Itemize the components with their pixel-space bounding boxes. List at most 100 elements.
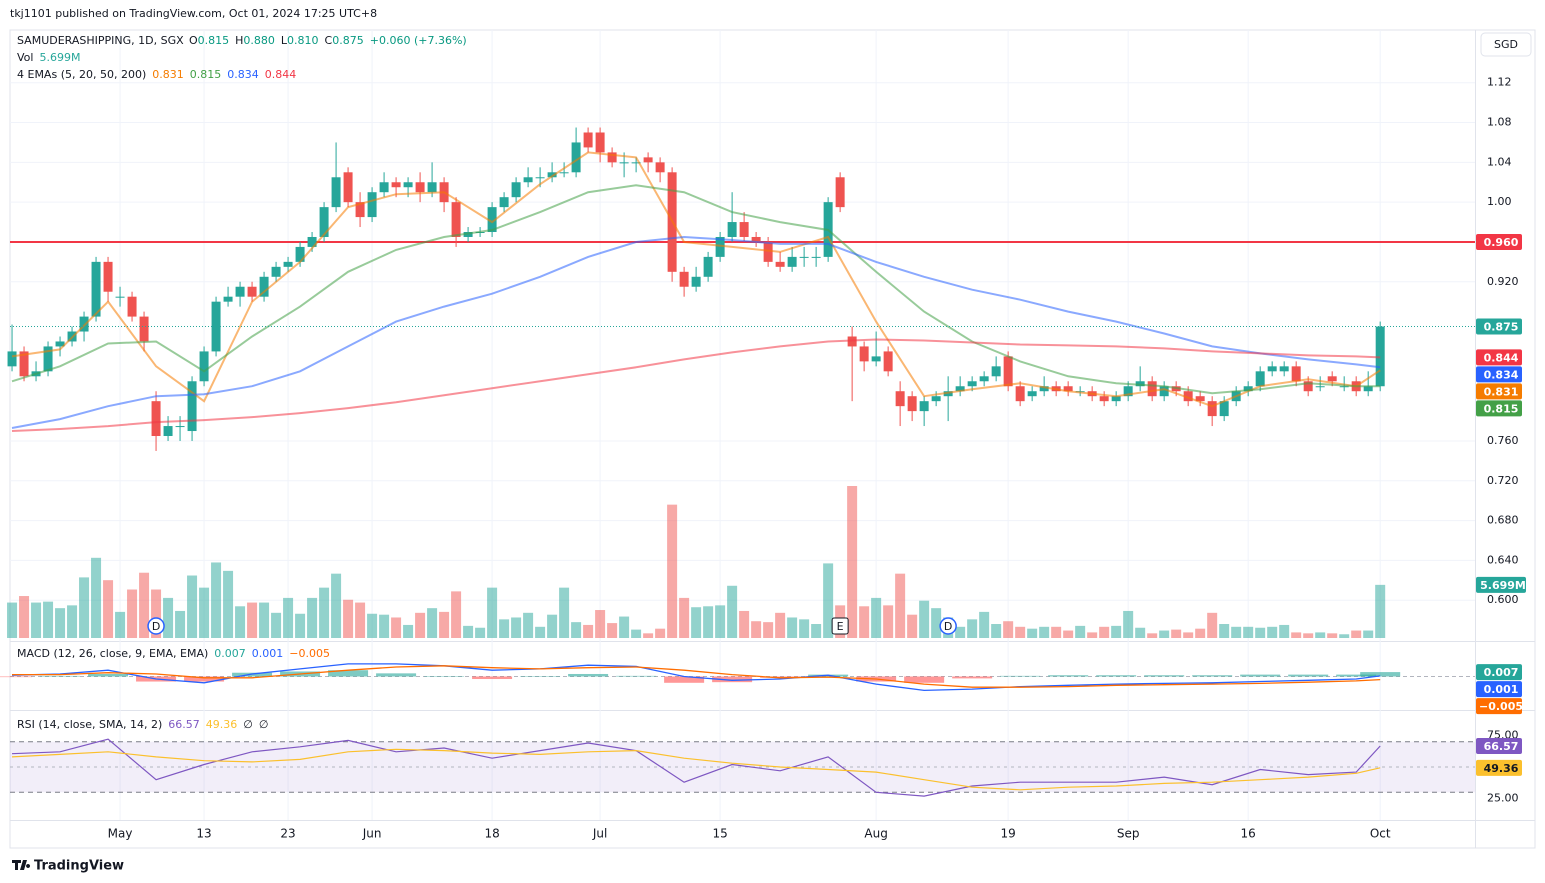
ema-line (11, 151, 1381, 408)
candle-body (379, 182, 389, 193)
candle-body (691, 276, 701, 287)
price-badge-label: 0.001 (1484, 683, 1519, 696)
legend-key: Vol (17, 51, 33, 64)
volume-bar (967, 619, 978, 638)
candle-body (955, 386, 965, 392)
volume-bar (979, 611, 990, 638)
volume-bar (343, 599, 354, 638)
publisher: tkj1101 published on TradingView.com, Oc… (10, 7, 377, 20)
volume-bar (631, 629, 642, 638)
candle-body (655, 162, 665, 173)
candle-body (367, 192, 377, 218)
currency-button[interactable] (1480, 32, 1532, 57)
candle-body (1363, 386, 1373, 392)
volume-bar (523, 612, 534, 638)
volume-bar (1375, 584, 1386, 638)
volume-bar (475, 627, 486, 638)
volume-bar (391, 617, 402, 638)
legend-value: 0.815 (190, 68, 222, 81)
y-tick-label: 1.00 (1487, 195, 1512, 208)
price-badge (1476, 349, 1522, 366)
volume-bar (883, 605, 894, 638)
currency[interactable]: SGD (1494, 38, 1518, 51)
volume-bar (199, 587, 210, 638)
legend-extra: ∅ (243, 718, 253, 731)
volume-bar (691, 607, 702, 638)
candle-body (511, 182, 521, 198)
volume-bar (7, 602, 18, 638)
price-badge-label: 0.834 (1484, 368, 1519, 381)
price-badge (1476, 698, 1522, 715)
candle-body (43, 346, 53, 372)
candle-body (427, 182, 437, 193)
x-tick-label: Sep (1117, 827, 1140, 841)
macd-histogram-bar (424, 676, 465, 677)
candle-body (835, 177, 845, 208)
volume-bar (499, 619, 510, 638)
volume-bar (811, 624, 822, 638)
volume-bar (1363, 630, 1374, 638)
candle-body (1003, 356, 1013, 387)
price-badge-label: 0.844 (1484, 351, 1519, 364)
candle-body (163, 426, 173, 437)
rsi-line (11, 748, 1381, 791)
volume-bar (1039, 626, 1050, 638)
candle-body (751, 236, 761, 242)
volume-bar (331, 573, 342, 638)
candle-body (1063, 386, 1073, 392)
macd-histogram-bar (40, 675, 81, 677)
volume-bar (1267, 626, 1278, 638)
candle-body (607, 152, 617, 163)
x-tick-label: Aug (864, 827, 887, 841)
candle-body (127, 296, 137, 317)
legend-value: 66.57 (168, 718, 200, 731)
candle-body (571, 142, 581, 173)
volume-bar (187, 575, 198, 638)
legend-value: 5.699M (39, 51, 80, 64)
candle-body (919, 401, 929, 412)
candle-body (1291, 366, 1301, 382)
candle-body (727, 222, 737, 237)
price-badge-label: 0.960 (1484, 236, 1519, 249)
macd-histogram-bar (1336, 674, 1377, 677)
y-tick-label: 25.00 (1487, 792, 1519, 805)
volume-bar (679, 597, 690, 638)
volume-bar (1051, 626, 1062, 638)
candle-body (895, 391, 905, 407)
price-badge (1476, 400, 1522, 417)
macd-histogram-bar (184, 676, 225, 682)
candle-body (1147, 381, 1157, 397)
candle-body (1195, 396, 1205, 402)
volume-bar (115, 611, 126, 638)
volume-bar (355, 602, 366, 638)
volume-bar (511, 617, 522, 638)
legend-extra: ∅ (259, 718, 269, 731)
volume-bar (451, 591, 462, 638)
price-badge (1476, 318, 1522, 335)
x-tick-label: Jun (362, 827, 382, 841)
candle-body (907, 396, 917, 412)
ema-line (11, 338, 1381, 432)
legend-value: 0.844 (265, 68, 297, 81)
price-badge-label: 49.36 (1484, 762, 1519, 775)
candle-body (223, 296, 233, 302)
volume-bar (847, 486, 858, 638)
event-marker (147, 617, 165, 635)
candle-body (187, 381, 197, 432)
volume-bar (1135, 627, 1146, 638)
price-badge-label: 0.831 (1484, 385, 1519, 398)
volume-bar (223, 570, 234, 638)
price-badge (1476, 681, 1522, 698)
volume-bar (1183, 632, 1194, 638)
volume-bar (715, 605, 726, 638)
candle-body (931, 396, 941, 402)
volume-bar (763, 622, 774, 638)
candle-body (19, 351, 29, 377)
candle-body (1219, 401, 1229, 417)
macd-histogram-bar (376, 673, 417, 677)
candle-body (679, 271, 689, 287)
candle-body (403, 182, 413, 188)
event-marker (939, 617, 957, 635)
candle-body (319, 207, 329, 237)
candle-body (547, 172, 557, 178)
